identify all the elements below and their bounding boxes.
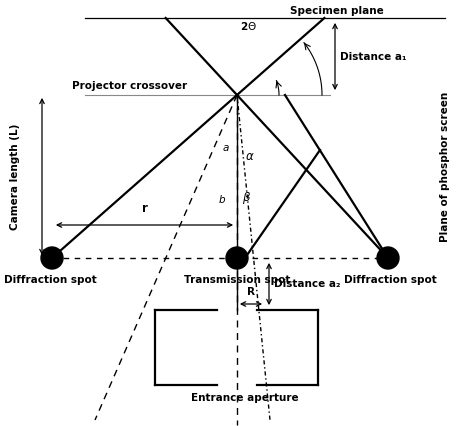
Text: $\alpha$: $\alpha$ <box>245 150 255 163</box>
Text: R: R <box>247 287 255 297</box>
Text: Diffraction spot: Diffraction spot <box>344 275 437 285</box>
Text: Camera length (L): Camera length (L) <box>10 123 20 230</box>
Text: 2$\Theta$: 2$\Theta$ <box>240 20 257 32</box>
Circle shape <box>377 247 399 269</box>
Circle shape <box>41 247 63 269</box>
Text: Diffraction spot: Diffraction spot <box>4 275 96 285</box>
Text: Projector crossover: Projector crossover <box>72 81 187 91</box>
Text: Distance a₂: Distance a₂ <box>274 279 340 289</box>
Text: Plane of phosphor screen: Plane of phosphor screen <box>440 91 450 242</box>
Text: Transmission spot: Transmission spot <box>184 275 290 285</box>
Text: r: r <box>142 202 147 215</box>
Text: b: b <box>219 195 225 205</box>
Text: Entrance aperture: Entrance aperture <box>191 393 299 403</box>
Circle shape <box>226 247 248 269</box>
Text: $\beta$: $\beta$ <box>242 190 251 206</box>
Text: Specimen plane: Specimen plane <box>290 6 384 16</box>
Text: Distance a₁: Distance a₁ <box>340 52 407 61</box>
Text: a: a <box>223 143 229 153</box>
